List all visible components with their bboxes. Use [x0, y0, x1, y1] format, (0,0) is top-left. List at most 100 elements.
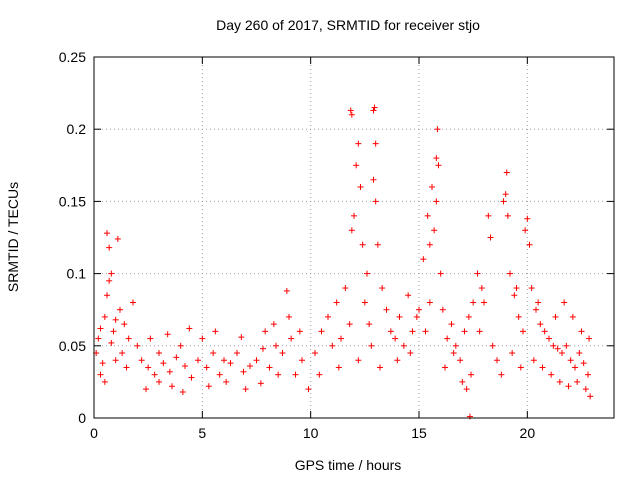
data-point [487, 234, 494, 241]
data-point [394, 357, 401, 364]
data-point [567, 357, 574, 364]
data-point [578, 328, 585, 335]
data-point [364, 270, 370, 277]
data-point [108, 270, 115, 277]
data-point [286, 313, 292, 320]
data-point [210, 350, 217, 357]
data-point [481, 299, 487, 306]
y-tick-label: 0.2 [67, 121, 87, 137]
data-point [450, 350, 457, 357]
data-point [463, 386, 470, 393]
y-tick-label: 0.1 [67, 266, 87, 282]
data-point [279, 350, 286, 357]
data-point [498, 371, 505, 378]
data-point [179, 389, 186, 396]
data-point [169, 383, 175, 390]
data-point [509, 350, 516, 357]
plot-frame [93, 56, 615, 419]
data-point [478, 285, 485, 292]
data-point [101, 313, 108, 320]
data-point [371, 104, 378, 111]
data-point [552, 313, 559, 320]
data-point [121, 321, 128, 328]
data-point [437, 270, 444, 277]
data-point [528, 285, 535, 292]
data-point [342, 285, 349, 292]
data-point [444, 335, 451, 342]
data-point [104, 230, 110, 237]
data-point [524, 215, 531, 222]
data-point [520, 328, 526, 335]
data-point [374, 241, 381, 248]
data-point [234, 350, 240, 357]
data-point [195, 357, 201, 364]
data-point [433, 155, 440, 162]
data-point [292, 371, 299, 378]
data-point [433, 198, 440, 205]
data-point [413, 313, 420, 320]
data-point [569, 313, 576, 320]
data-point [559, 350, 565, 357]
data-point [145, 364, 152, 371]
data-point [95, 335, 102, 342]
data-point [502, 191, 509, 198]
data-point [221, 357, 227, 364]
data-point [548, 371, 555, 378]
data-point [112, 357, 119, 364]
data-point [199, 335, 206, 342]
data-point [177, 342, 184, 349]
data-point [247, 363, 253, 370]
data-point [370, 176, 377, 183]
data-point [396, 313, 403, 320]
data-point [556, 378, 563, 385]
data-point [329, 342, 336, 349]
data-point [379, 285, 386, 292]
data-point [586, 335, 593, 342]
data-point [156, 350, 162, 357]
data-point [130, 299, 136, 306]
data-point [333, 299, 340, 306]
x-tick-label: 10 [303, 425, 319, 441]
data-point [335, 364, 342, 371]
data-point [372, 198, 379, 205]
data-point [468, 371, 474, 378]
data-point [223, 378, 230, 385]
data-point [355, 140, 362, 147]
x-tick-label: 15 [411, 425, 427, 441]
data-point [416, 306, 422, 313]
data-point [457, 357, 464, 364]
data-point [348, 227, 355, 234]
data-point [348, 111, 355, 118]
data-point [370, 107, 377, 114]
data-point [383, 306, 390, 313]
data-point [361, 299, 368, 306]
data-point [442, 364, 448, 371]
data-point [377, 364, 383, 371]
data-point [97, 371, 104, 378]
data-point [305, 386, 312, 393]
x-tick-label: 0 [90, 425, 98, 441]
data-point [580, 360, 587, 367]
data-point [240, 368, 247, 375]
data-point [522, 227, 529, 234]
data-point [459, 378, 466, 385]
data-point [485, 212, 492, 219]
x-tick-label: 5 [198, 425, 206, 441]
data-point [238, 334, 245, 341]
data-point [366, 321, 373, 328]
data-point [173, 354, 180, 361]
data-point [338, 335, 344, 342]
data-point [392, 335, 399, 342]
data-point [270, 321, 277, 328]
data-point [188, 374, 195, 381]
data-point [550, 342, 557, 349]
data-point [466, 413, 473, 420]
data-point [422, 328, 429, 335]
data-point [257, 380, 264, 387]
data-point [539, 364, 546, 371]
data-point [407, 350, 414, 357]
data-point [106, 277, 113, 284]
data-point [387, 328, 394, 335]
data-point [253, 357, 260, 364]
